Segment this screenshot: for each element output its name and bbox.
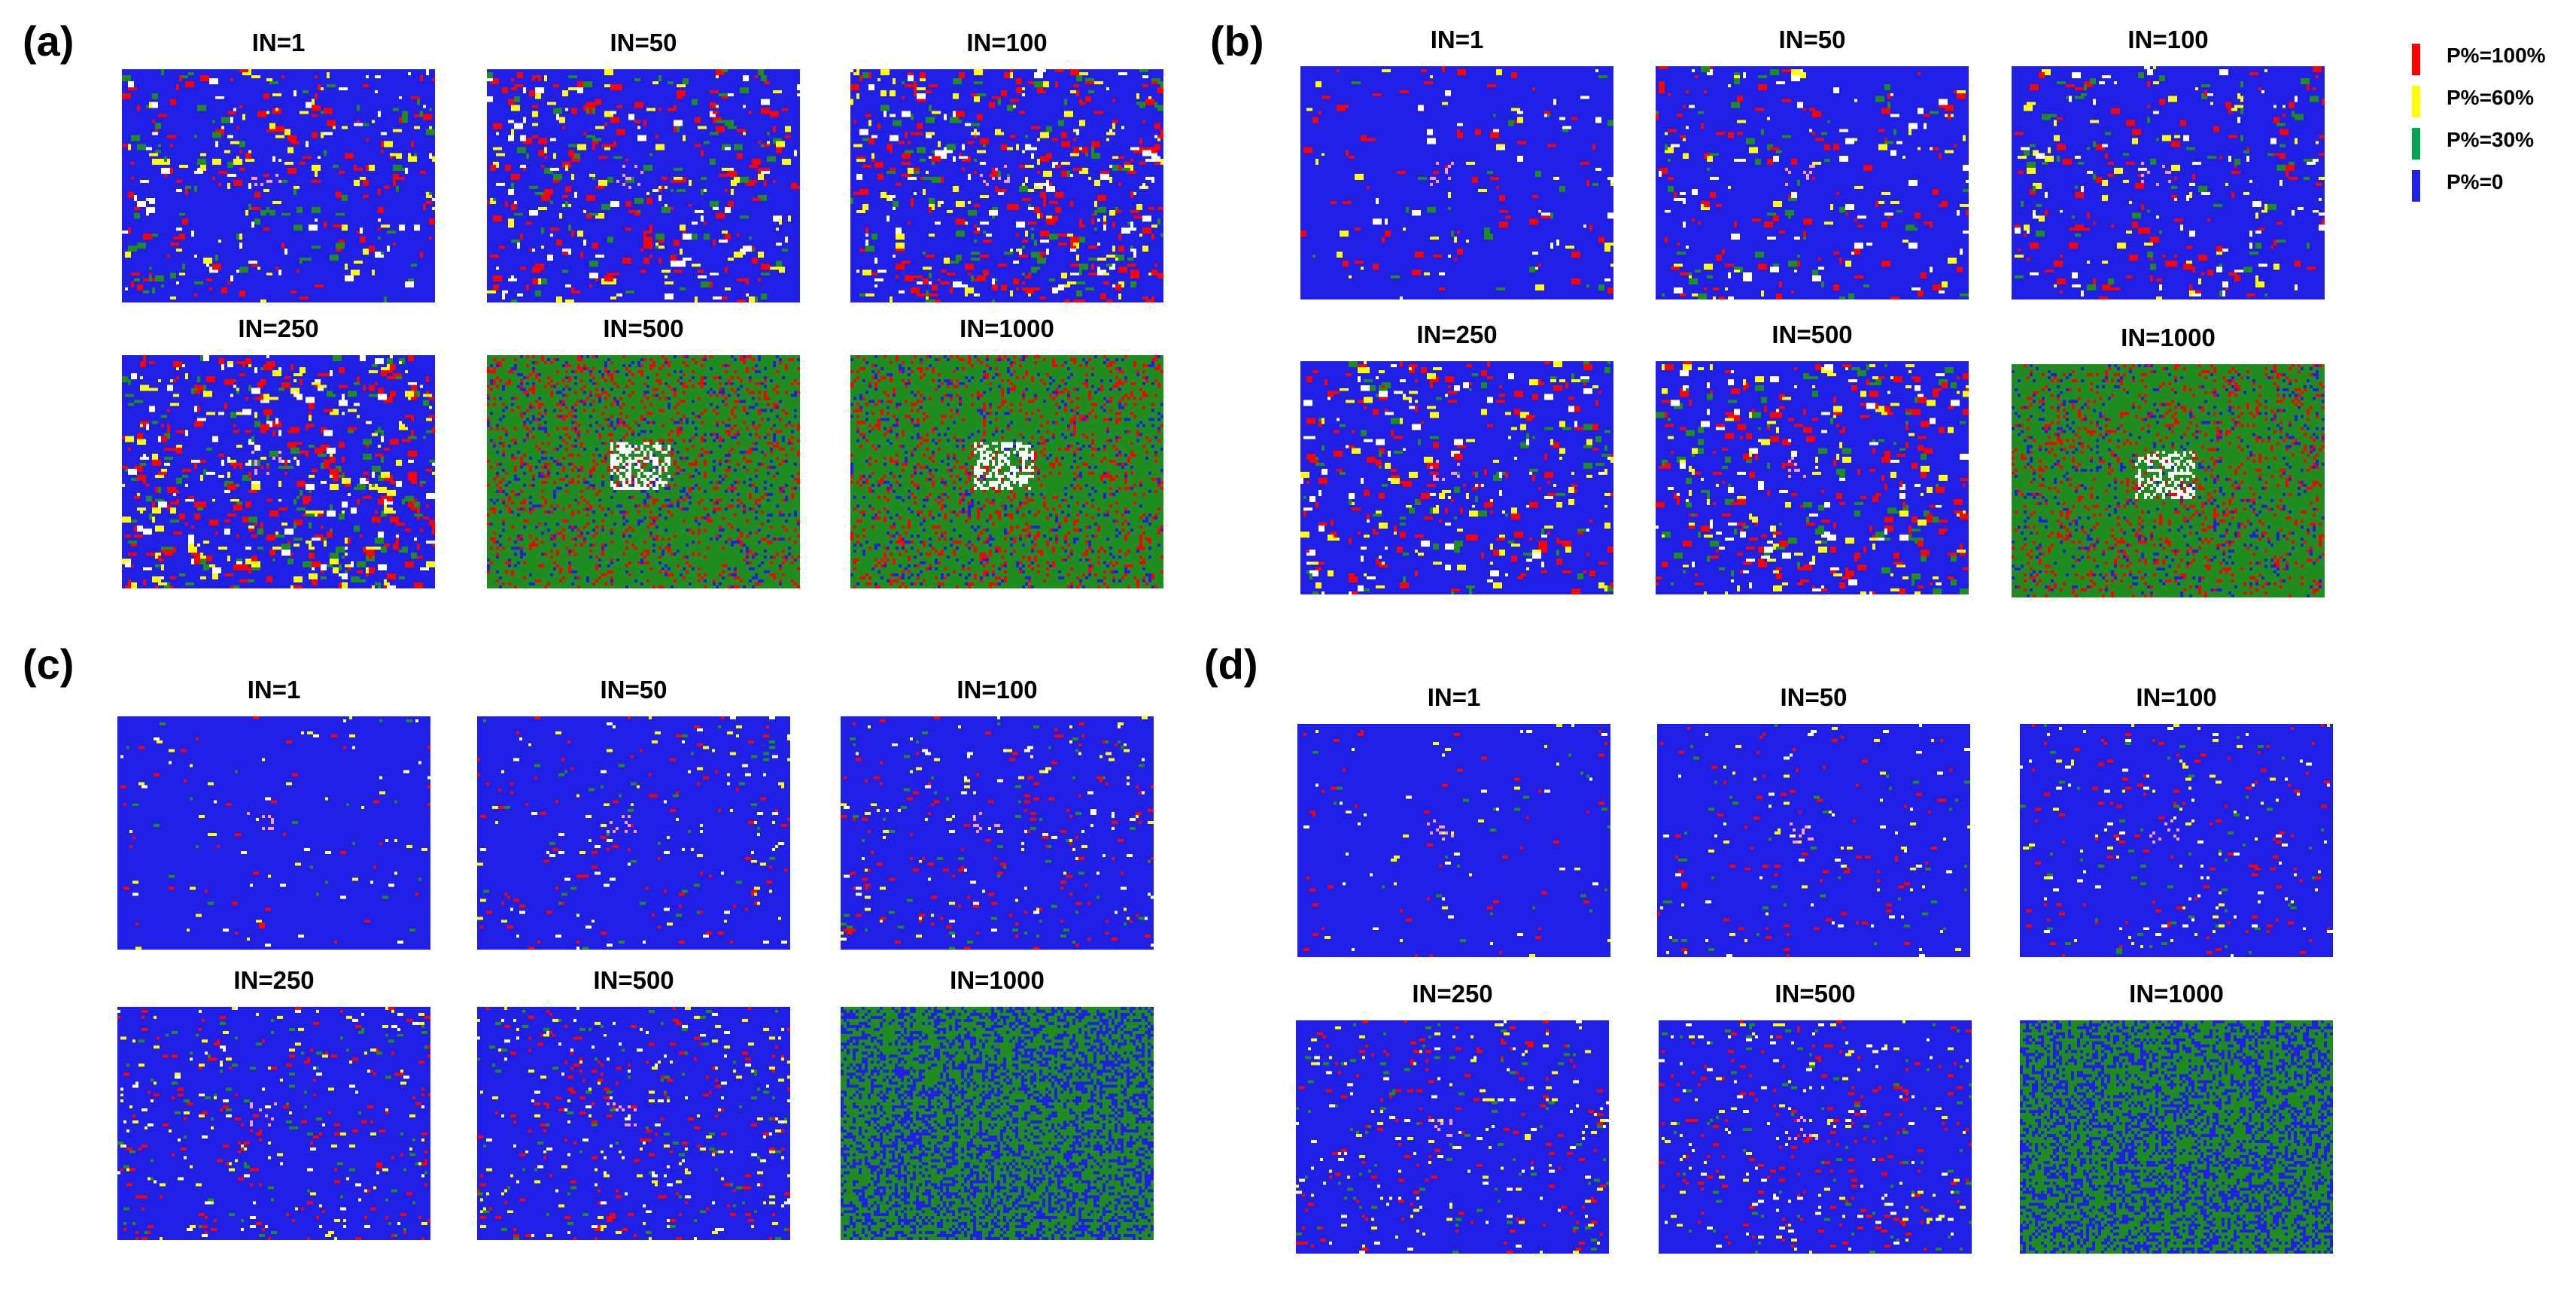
subplot-d-1: IN=1 — [1297, 683, 1610, 957]
heatmap-grid — [1297, 724, 1610, 957]
heatmap-grid — [1296, 1020, 1609, 1254]
panel-letter-b: (b) — [1210, 17, 1264, 65]
subplot-a-4: IN=250 — [122, 315, 435, 588]
heatmap-grid — [477, 1007, 790, 1240]
heatmap-grid — [841, 1007, 1154, 1240]
subplot-title: IN=1000 — [960, 315, 1054, 342]
heatmap-grid — [122, 69, 435, 302]
heatmap-grid — [2012, 66, 2325, 299]
legend-swatch — [2412, 128, 2420, 160]
subplot-a-1: IN=1 — [122, 29, 435, 302]
heatmap-grid — [117, 1007, 430, 1240]
heatmap-grid — [2020, 1020, 2333, 1254]
subplot-c-1: IN=1 — [117, 676, 430, 950]
subplot-title: IN=1 — [247, 676, 301, 704]
subplot-a-6: IN=1000 — [850, 315, 1163, 588]
subplot-d-4: IN=250 — [1296, 980, 1609, 1254]
subplot-a-2: IN=50 — [487, 29, 800, 302]
subplot-title: IN=500 — [603, 315, 684, 342]
subplot-title: IN=250 — [1416, 321, 1498, 348]
legend-label: P%=30% — [2447, 128, 2534, 151]
subplot-title: IN=50 — [1778, 26, 1846, 53]
legend-swatch — [2412, 44, 2420, 75]
subplot-title: IN=50 — [600, 676, 668, 704]
legend-label: P%=60% — [2447, 86, 2534, 109]
subplot-d-2: IN=50 — [1657, 683, 1970, 957]
legend-swatch — [2412, 86, 2420, 117]
subplot-title: IN=250 — [233, 966, 315, 994]
heatmap-grid — [2012, 364, 2325, 597]
legend-label: P%=0 — [2447, 170, 2504, 193]
heatmap-grid — [487, 69, 800, 302]
subplot-c-4: IN=250 — [117, 966, 430, 1240]
heatmap-grid — [1300, 361, 1613, 594]
panel-letter-d: (d) — [1204, 640, 1258, 688]
heatmap-grid — [122, 355, 435, 588]
subplot-title: IN=100 — [2127, 26, 2209, 53]
heatmap-grid — [1300, 66, 1613, 299]
subplot-a-5: IN=500 — [487, 315, 800, 588]
subplot-title: IN=500 — [1772, 321, 1853, 348]
subplot-title: IN=50 — [610, 29, 677, 56]
subplot-c-5: IN=500 — [477, 966, 790, 1240]
subplot-d-6: IN=1000 — [2020, 980, 2333, 1254]
subplot-c-3: IN=100 — [841, 676, 1154, 950]
subplot-c-2: IN=50 — [477, 676, 790, 950]
heatmap-grid — [841, 716, 1154, 950]
subplot-b-5: IN=500 — [1656, 321, 1969, 594]
subplot-c-6: IN=1000 — [841, 966, 1154, 1240]
subplot-b-3: IN=100 — [2012, 26, 2325, 299]
subplot-title: IN=50 — [1780, 683, 1848, 711]
panel-letter-a: (a) — [23, 17, 75, 65]
subplot-title: IN=1 — [1430, 26, 1484, 53]
subplot-title: IN=1 — [1427, 683, 1481, 711]
legend-swatch — [2412, 170, 2420, 202]
subplot-d-5: IN=500 — [1659, 980, 1972, 1254]
panel-letter-c: (c) — [23, 640, 75, 688]
subplot-title: IN=250 — [1412, 980, 1493, 1008]
subplot-b-4: IN=250 — [1300, 321, 1613, 594]
subplot-b-6: IN=1000 — [2012, 324, 2325, 597]
subplot-title: IN=1 — [251, 29, 306, 56]
heatmap-grid — [1656, 361, 1969, 594]
heatmap-grid — [1657, 724, 1970, 957]
heatmap-grid — [477, 716, 790, 950]
heatmap-grid — [117, 716, 430, 950]
subplot-title: IN=500 — [593, 966, 674, 994]
subplot-b-1: IN=1 — [1300, 26, 1613, 299]
legend-label: P%=100% — [2447, 44, 2546, 67]
heatmap-grid — [850, 355, 1163, 588]
subplot-title: IN=1000 — [950, 966, 1045, 994]
subplot-title: IN=500 — [1775, 980, 1856, 1008]
subplot-title: IN=1000 — [2129, 980, 2224, 1008]
subplot-b-2: IN=50 — [1656, 26, 1969, 299]
subplot-title: IN=100 — [956, 676, 1038, 704]
subplot-a-3: IN=100 — [850, 29, 1163, 302]
heatmap-grid — [1656, 66, 1969, 299]
heatmap-grid — [2020, 724, 2333, 957]
subplot-d-3: IN=100 — [2020, 683, 2333, 957]
subplot-title: IN=100 — [966, 29, 1048, 56]
heatmap-grid — [487, 355, 800, 588]
subplot-title: IN=100 — [2136, 683, 2217, 711]
subplot-title: IN=1000 — [2121, 324, 2216, 351]
heatmap-grid — [1659, 1020, 1972, 1254]
subplot-title: IN=250 — [238, 315, 319, 342]
heatmap-grid — [850, 69, 1163, 302]
